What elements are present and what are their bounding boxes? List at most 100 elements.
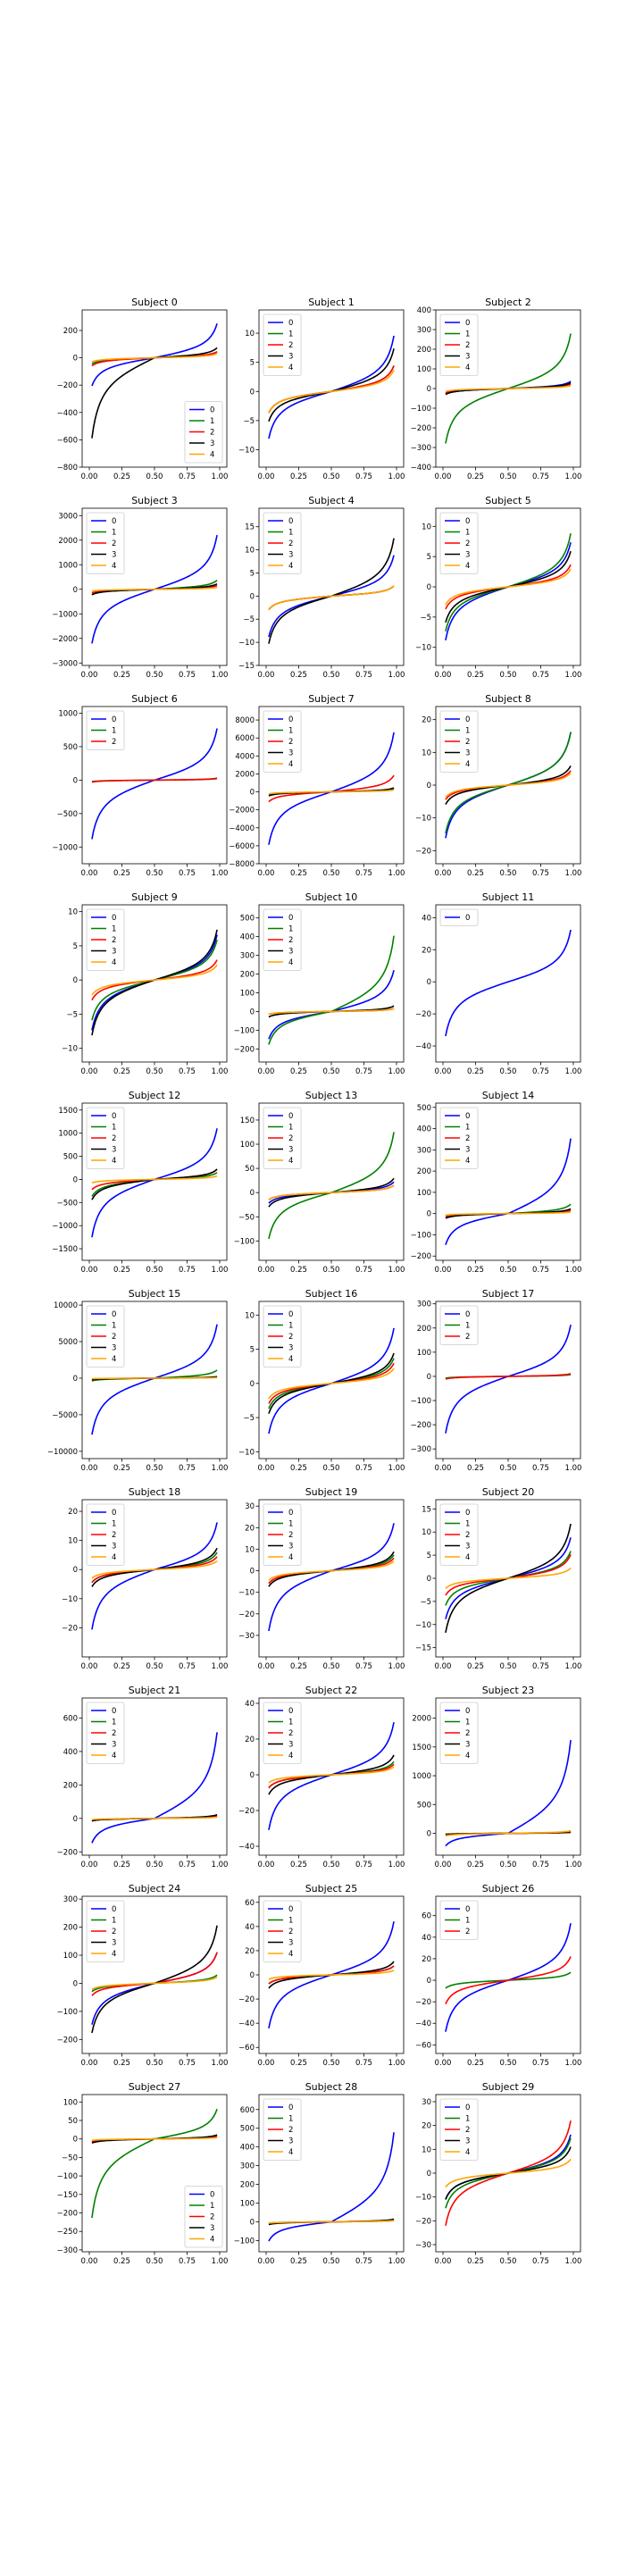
y-tick-label: 10 bbox=[422, 523, 431, 531]
y-tick-label: 5000 bbox=[58, 1338, 78, 1347]
x-tick-label: 0.75 bbox=[532, 2059, 549, 2068]
legend-label: 2 bbox=[465, 1928, 470, 1936]
y-tick-label: −200 bbox=[57, 2036, 78, 2045]
x-tick-label: 0.50 bbox=[323, 1067, 340, 1076]
panel-subject-6: Subject 6 0.00 0.25 0.50 0.75 1.00 −1000 −500 0 5… bbox=[52, 693, 228, 878]
legend-label: 2 bbox=[112, 738, 116, 747]
x-tick-label: 0.25 bbox=[290, 1464, 307, 1473]
x-tick-label: 0.25 bbox=[290, 1861, 307, 1869]
x-tick-label: 0.50 bbox=[146, 2059, 163, 2068]
plot-area bbox=[268, 1921, 395, 2028]
x-tick-label: 0.25 bbox=[467, 2059, 484, 2068]
y-tick-label: −100 bbox=[57, 2008, 78, 2017]
y-tick-label: 20 bbox=[245, 1735, 255, 1744]
panel-title: Subject 0 bbox=[131, 297, 178, 308]
legend-label: 3 bbox=[465, 1146, 470, 1155]
series-line-3 bbox=[91, 1168, 218, 1200]
x-tick-label: 0.75 bbox=[355, 1067, 372, 1076]
legend-label: 3 bbox=[112, 1344, 116, 1353]
y-tick-label: 0 bbox=[73, 1979, 78, 1988]
x-tick-label: 0.50 bbox=[500, 1662, 517, 1671]
x-tick-label: 0.00 bbox=[81, 869, 98, 878]
legend-label: 2 bbox=[210, 2213, 214, 2222]
y-tick-label: 400 bbox=[417, 1125, 431, 1134]
y-tick-label: 10 bbox=[68, 908, 78, 917]
x-tick-label: 0.25 bbox=[290, 869, 307, 878]
y-tick-label: −100 bbox=[234, 1026, 255, 1035]
legend-label: 2 bbox=[112, 1531, 116, 1540]
legend-label: 3 bbox=[112, 1741, 116, 1750]
x-tick-label: 0.25 bbox=[290, 1662, 307, 1671]
y-tick-label: 60 bbox=[422, 1912, 431, 1921]
x-tick-label: 0.25 bbox=[467, 1464, 484, 1473]
x-tick-label: 0.25 bbox=[290, 473, 307, 481]
legend-label: 1 bbox=[288, 330, 293, 339]
y-tick-label: 0 bbox=[73, 586, 78, 595]
y-tick-label: 200 bbox=[63, 327, 78, 336]
x-tick-label: 1.00 bbox=[388, 869, 405, 878]
x-tick-label: 0.75 bbox=[532, 671, 549, 680]
x-tick-label: 1.00 bbox=[565, 869, 582, 878]
x-tick-label: 0.25 bbox=[113, 1266, 130, 1275]
y-tick-label: 10 bbox=[245, 547, 255, 556]
y-tick-label: 2000 bbox=[58, 537, 78, 546]
plot-area bbox=[91, 534, 218, 644]
y-tick-label: 5 bbox=[427, 1551, 431, 1560]
y-tick-label: 0 bbox=[250, 1380, 255, 1389]
legend-label: 4 bbox=[288, 760, 293, 769]
series-line-2 bbox=[268, 774, 395, 803]
y-tick-label: 1000 bbox=[412, 1772, 431, 1781]
series-line-2 bbox=[91, 777, 218, 783]
series-line-2 bbox=[445, 1373, 572, 1380]
y-tick-label: −15 bbox=[238, 662, 255, 671]
plot-area bbox=[445, 732, 572, 839]
x-tick-label: 1.00 bbox=[565, 671, 582, 680]
y-tick-label: 1000 bbox=[58, 709, 78, 718]
panel-subject-7: Subject 7 0.00 0.25 0.50 0.75 1.00 −8000 −6000 −… bbox=[229, 693, 405, 878]
legend-label: 1 bbox=[288, 925, 293, 934]
axes-frame bbox=[258, 1697, 405, 1856]
x-tick-label: 1.00 bbox=[212, 1067, 229, 1076]
legend-label: 0 bbox=[288, 1509, 293, 1518]
x-tick-label: 0.75 bbox=[532, 2257, 549, 2266]
legend-label: 3 bbox=[465, 353, 470, 362]
legend-label: 3 bbox=[112, 1146, 116, 1155]
y-tick-label: 20 bbox=[422, 716, 431, 725]
panel-subject-22: Subject 220.00 0.25 0.50 0.75 1.00−40−200204… bbox=[238, 1685, 405, 1869]
y-tick-label: −2000 bbox=[52, 635, 78, 644]
x-tick-label: 0.25 bbox=[113, 1662, 130, 1671]
y-tick-label: 100 bbox=[63, 2098, 78, 2107]
series-line-4 bbox=[445, 1567, 572, 1590]
x-tick-label: 0.50 bbox=[323, 473, 340, 481]
y-tick-label: −40 bbox=[415, 1042, 431, 1051]
x-tick-label: 0.75 bbox=[532, 1464, 549, 1473]
panel-title: Subject 1 bbox=[308, 297, 355, 308]
x-tick-label: 0.75 bbox=[179, 1861, 196, 1869]
y-tick-label: 0 bbox=[250, 1771, 255, 1780]
axes-frame bbox=[435, 1102, 581, 1261]
x-tick-label: 0.25 bbox=[467, 1861, 484, 1869]
legend-label: 2 bbox=[112, 936, 116, 945]
plot-area bbox=[445, 1740, 572, 1847]
y-tick-label: 20 bbox=[245, 1524, 255, 1533]
x-tick-label: 0.50 bbox=[323, 2059, 340, 2068]
y-tick-label: 0 bbox=[250, 1971, 255, 1980]
legend-label: 4 bbox=[465, 562, 470, 571]
x-tick-label: 0.00 bbox=[258, 1662, 275, 1671]
legend-label: 4 bbox=[288, 1157, 293, 1166]
series-line-2 bbox=[445, 1956, 572, 2004]
series-line-4 bbox=[268, 1766, 395, 1784]
y-tick-label: −3000 bbox=[52, 659, 78, 668]
legend-label: 2 bbox=[288, 936, 293, 945]
y-tick-label: −5 bbox=[243, 417, 255, 426]
axes-frame bbox=[81, 1697, 228, 1856]
x-tick-label: 0.75 bbox=[355, 473, 372, 481]
x-tick-label: 0.25 bbox=[290, 2059, 307, 2068]
series-line-4 bbox=[91, 1376, 218, 1380]
panel-subject-29: Subject 29 0.00 0.25 0.50 0.75 1.00 −30 −20 −10 0… bbox=[415, 2081, 581, 2266]
x-tick-label: 0.75 bbox=[179, 2257, 196, 2266]
panel-subject-14: Subject 14 0.00 0.25 0.50 0.75 1.00 −200 −100 0 1… bbox=[411, 1090, 582, 1275]
